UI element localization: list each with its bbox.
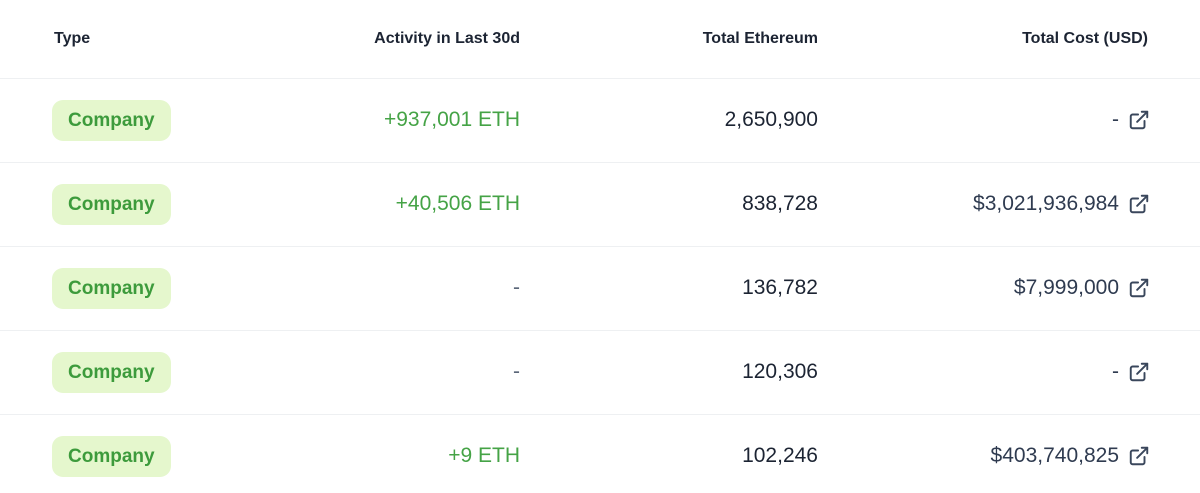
total-ethereum-value: 102,246: [742, 444, 818, 468]
header-row: Type Activity in Last 30d Total Ethereum…: [0, 0, 1200, 78]
total-ethereum-cell: 838,728: [520, 162, 818, 246]
activity-value: -: [513, 276, 520, 299]
activity-value: +9 ETH: [448, 444, 520, 468]
activity-value: +937,001 ETH: [383, 108, 520, 131]
total-cost-value: $7,999,000: [1013, 276, 1119, 299]
total-cost-cell: -: [818, 330, 1200, 414]
external-link-icon[interactable]: [1128, 193, 1150, 215]
column-header-total-ethereum: Total Ethereum: [702, 29, 818, 47]
activity-cell: +9 ETH: [230, 414, 520, 493]
total-cost-value: -: [1112, 108, 1119, 131]
total-ethereum-cell: 136,782: [520, 246, 818, 330]
column-header-activity-30d: Activity in Last 30d: [374, 29, 520, 47]
total-cost-cell: $7,999,000: [818, 246, 1200, 330]
activity-cell: -: [230, 246, 520, 330]
table-row: Company +9 ETH 102,246 $403,740,825: [0, 414, 1200, 493]
column-header-total-cost-usd: Total Cost (USD): [1022, 29, 1148, 47]
type-cell: Company: [0, 78, 230, 162]
external-link-icon[interactable]: [1128, 445, 1150, 467]
table-row: Company - 120,306 -: [0, 330, 1200, 414]
type-badge: Company: [52, 435, 171, 477]
type-badge: Company: [52, 267, 171, 309]
total-cost-cell: $3,021,936,984: [818, 162, 1200, 246]
total-cost-value: $3,021,936,984: [973, 192, 1119, 215]
external-link-icon[interactable]: [1128, 109, 1150, 131]
total-ethereum-value: 120,306: [742, 360, 818, 383]
total-ethereum-value: 838,728: [742, 192, 818, 215]
total-cost-cell: $403,740,825: [818, 414, 1200, 493]
table-header: Type Activity in Last 30d Total Ethereum…: [0, 0, 1200, 78]
table-row: Company - 136,782 $7,999,000: [0, 246, 1200, 330]
type-badge: Company: [52, 183, 171, 225]
type-cell: Company: [0, 162, 230, 246]
external-link-icon[interactable]: [1128, 277, 1150, 299]
total-ethereum-cell: 120,306: [520, 330, 818, 414]
activity-cell: +937,001 ETH: [230, 78, 520, 162]
total-ethereum-cell: 2,650,900: [520, 78, 818, 162]
table-row: Company +937,001 ETH 2,650,900 -: [0, 78, 1200, 162]
total-cost-cell: -: [818, 78, 1200, 162]
total-cost-value: -: [1112, 360, 1119, 383]
type-cell: Company: [0, 246, 230, 330]
total-cost-value: $403,740,825: [990, 444, 1119, 468]
external-link-icon[interactable]: [1128, 361, 1150, 383]
table-row: Company +40,506 ETH 838,728 $3,021,936,9…: [0, 162, 1200, 246]
column-header-type: Type: [54, 29, 91, 47]
type-badge: Company: [52, 99, 171, 141]
activity-value: +40,506 ETH: [395, 192, 520, 215]
activity-cell: +40,506 ETH: [230, 162, 520, 246]
activity-cell: -: [230, 330, 520, 414]
total-ethereum-value: 2,650,900: [724, 108, 818, 131]
type-cell: Company: [0, 414, 230, 493]
table-body: Company +937,001 ETH 2,650,900 - Company…: [0, 78, 1200, 493]
total-ethereum-cell: 102,246: [520, 414, 818, 493]
total-ethereum-value: 136,782: [742, 276, 818, 299]
type-badge: Company: [52, 351, 171, 393]
activity-value: -: [513, 360, 520, 383]
type-cell: Company: [0, 330, 230, 414]
